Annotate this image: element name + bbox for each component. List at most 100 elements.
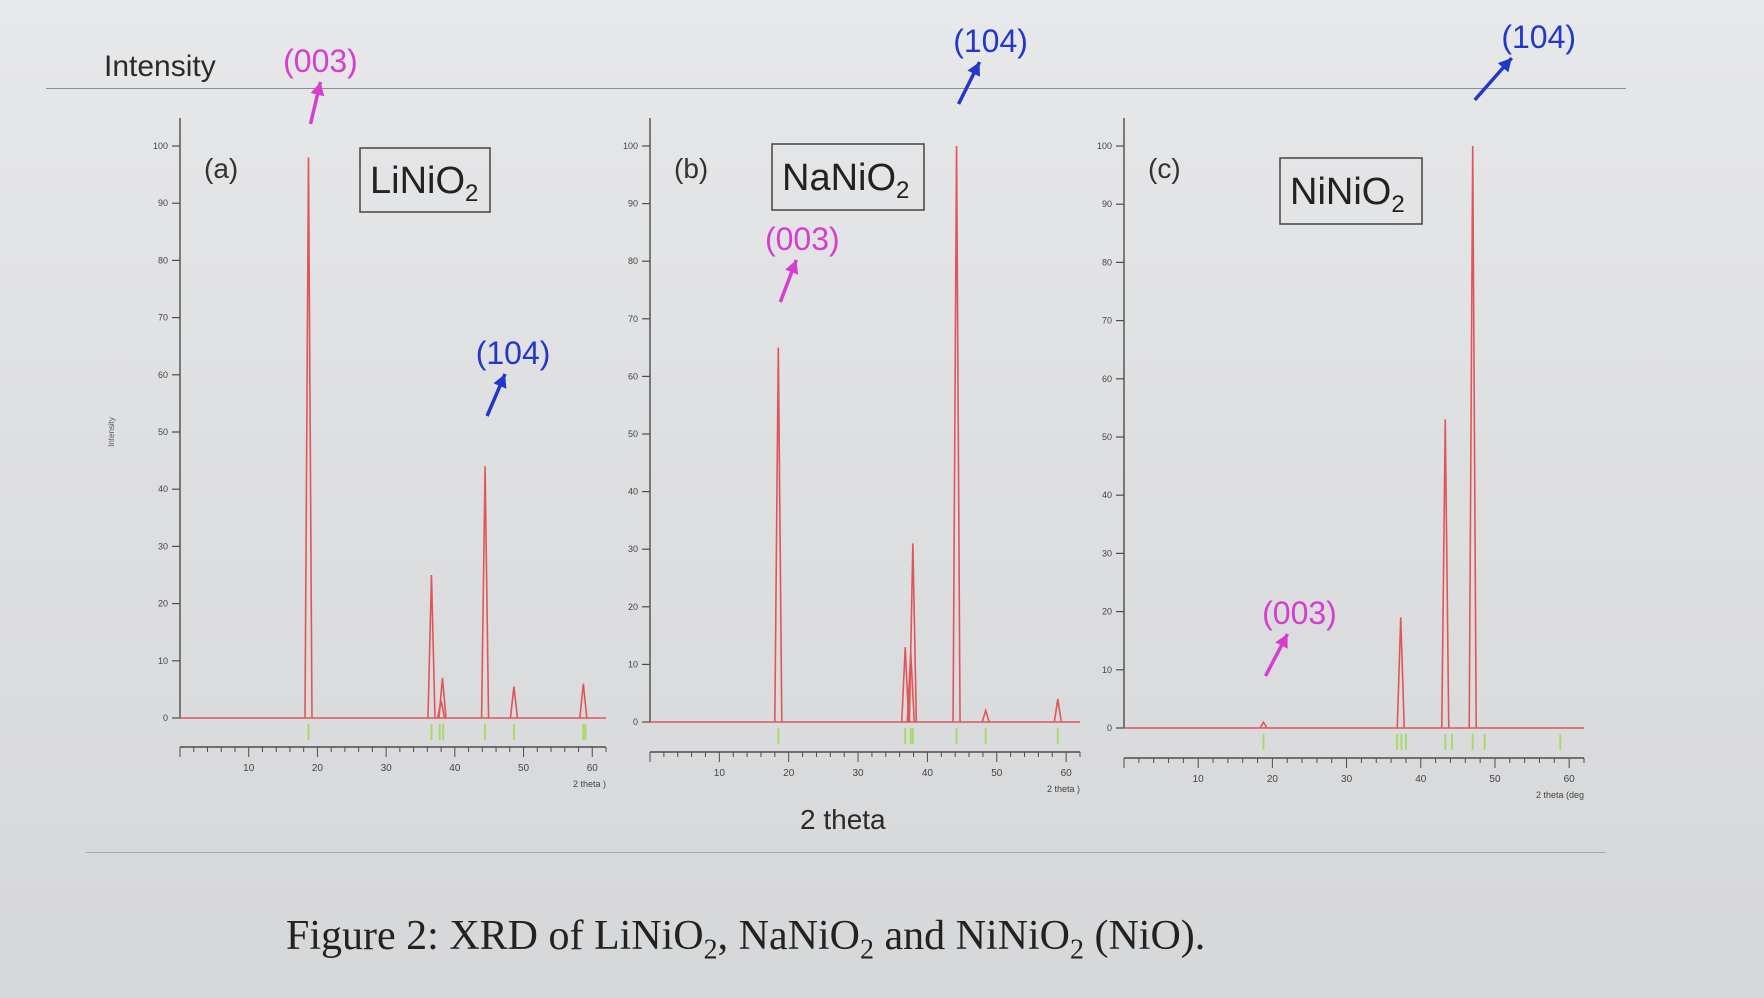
peak-label-003: (003) bbox=[283, 43, 358, 79]
y-tick-label: 50 bbox=[158, 427, 168, 437]
y-tick-label: 0 bbox=[163, 713, 168, 723]
y-tick-label: 70 bbox=[158, 313, 168, 323]
diffraction-peak bbox=[480, 466, 490, 719]
x-tick-label: 40 bbox=[922, 768, 934, 779]
compound-box bbox=[1279, 157, 1423, 225]
peak-label-003: (003) bbox=[765, 221, 840, 257]
x-tick-label: 20 bbox=[312, 763, 324, 774]
y-tick-label: 20 bbox=[1102, 607, 1112, 617]
x-tick-label: 40 bbox=[1415, 774, 1427, 785]
x-tick-label: 50 bbox=[518, 763, 530, 774]
y-tick-label: 10 bbox=[628, 659, 638, 669]
diffraction-peak bbox=[509, 686, 519, 719]
y-tick-label: 70 bbox=[628, 314, 638, 324]
arrowhead-104 bbox=[967, 62, 980, 77]
x-axis-label: 2 theta ) bbox=[573, 779, 606, 789]
diffraction-peak bbox=[774, 347, 783, 723]
compound-label: NaNiO2 bbox=[782, 157, 909, 204]
compound-label: NiNiO2 bbox=[1290, 171, 1405, 218]
y-tick-label: 30 bbox=[628, 544, 638, 554]
x-tick-label: 60 bbox=[1564, 774, 1576, 785]
diffraction-peak bbox=[304, 157, 313, 719]
arrowhead-003 bbox=[1275, 634, 1288, 649]
caption-suffix: (NiO). bbox=[1083, 913, 1206, 959]
panel-c: 0 10 20 30 40 50 60 70 80 90 100 10 20 30 40 50 60 2 thet… bbox=[1097, 19, 1585, 800]
diffraction-peak bbox=[427, 574, 436, 719]
diffraction-peak bbox=[1440, 419, 1450, 729]
diffraction-peak bbox=[438, 677, 447, 719]
arrowhead-003 bbox=[785, 260, 799, 275]
arrowhead-104 bbox=[1497, 58, 1512, 73]
y-axis-label: Intensity bbox=[107, 417, 116, 447]
y-tick-label: 30 bbox=[1102, 548, 1112, 558]
x-axis-label: 2 theta ) bbox=[1047, 784, 1080, 794]
y-tick-label: 70 bbox=[1102, 316, 1112, 326]
x-axis-label: 2 theta (deg bbox=[1536, 790, 1584, 800]
y-tick-label: 80 bbox=[628, 256, 638, 266]
peak-label-104: (104) bbox=[1501, 19, 1576, 55]
arrowhead-104 bbox=[493, 374, 507, 389]
compound-subscript: 2 bbox=[896, 177, 909, 204]
compound-subscript: 2 bbox=[465, 180, 478, 207]
compound-label: LiNiO2 bbox=[370, 160, 478, 207]
y-tick-label: 40 bbox=[158, 484, 168, 494]
peak-label-003: (003) bbox=[1262, 595, 1337, 631]
x-tick-label: 50 bbox=[991, 768, 1003, 779]
diffraction-peak bbox=[579, 683, 588, 719]
y-tick-label: 60 bbox=[158, 370, 168, 380]
footer-rule bbox=[86, 852, 1606, 853]
y-tick-label: 40 bbox=[1102, 490, 1112, 500]
x-tick-label: 40 bbox=[449, 763, 461, 774]
shared-x-axis-label: 2 theta bbox=[800, 804, 886, 835]
y-tick-label: 10 bbox=[158, 656, 168, 666]
y-tick-label: 90 bbox=[158, 198, 168, 208]
y-tick-label: 100 bbox=[623, 141, 638, 151]
diffraction-peak bbox=[436, 700, 446, 719]
x-tick-label: 50 bbox=[1489, 774, 1501, 785]
intensity-label: Intensity bbox=[104, 50, 216, 83]
y-tick-label: 0 bbox=[633, 717, 638, 727]
compound-name: LiNiO bbox=[370, 160, 465, 202]
x-tick-label: 60 bbox=[1061, 768, 1073, 779]
peak-label-104: (104) bbox=[953, 23, 1028, 59]
y-tick-label: 80 bbox=[1102, 257, 1112, 267]
panel-a: 0 10 20 30 40 50 60 70 80 90 100 Intensity 10 20 30 40 5… bbox=[107, 43, 607, 789]
header-rule bbox=[46, 88, 1626, 89]
y-tick-label: 40 bbox=[628, 487, 638, 497]
caption-mid-1: , NaNiO bbox=[717, 913, 860, 959]
x-tick-label: 10 bbox=[243, 763, 255, 774]
caption-sub-1: 2 bbox=[703, 934, 718, 966]
y-tick-label: 30 bbox=[158, 541, 168, 551]
x-tick-label: 10 bbox=[714, 768, 726, 779]
diffraction-peak bbox=[952, 145, 961, 723]
diffraction-peak bbox=[900, 647, 910, 723]
panel-label: (b) bbox=[674, 153, 708, 184]
caption-prefix: Figure 2: XRD of LiNiO bbox=[286, 913, 704, 959]
y-tick-label: 90 bbox=[628, 199, 638, 209]
x-tick-label: 10 bbox=[1193, 774, 1205, 785]
y-tick-label: 100 bbox=[1097, 141, 1112, 151]
caption-sub-3: 2 bbox=[1069, 934, 1084, 966]
panel-label: (a) bbox=[204, 153, 238, 184]
x-tick-label: 20 bbox=[783, 768, 795, 779]
diffraction-peak bbox=[1468, 145, 1478, 729]
y-tick-label: 100 bbox=[153, 141, 168, 151]
panel-b: 0 10 20 30 40 50 60 70 80 90 100 10 20 30 40 50 60 2 thet… bbox=[623, 23, 1081, 794]
caption-sub-2: 2 bbox=[859, 934, 874, 966]
x-tick-label: 60 bbox=[587, 763, 599, 774]
compound-box bbox=[771, 143, 925, 211]
compound-name: NaNiO bbox=[782, 157, 896, 199]
y-tick-label: 60 bbox=[628, 371, 638, 381]
diffraction-peak bbox=[981, 707, 990, 723]
y-tick-label: 10 bbox=[1102, 665, 1112, 675]
y-tick-label: 20 bbox=[158, 599, 168, 609]
y-tick-label: 20 bbox=[628, 602, 638, 612]
x-tick-label: 30 bbox=[1341, 774, 1353, 785]
y-tick-label: 50 bbox=[1102, 432, 1112, 442]
diffraction-peak bbox=[908, 543, 918, 723]
figure-caption: Figure 2: XRD of LiNiO2, NaNiO2 and NiNi… bbox=[286, 912, 1205, 966]
compound-name: NiNiO bbox=[1290, 171, 1391, 213]
x-tick-label: 30 bbox=[381, 763, 393, 774]
